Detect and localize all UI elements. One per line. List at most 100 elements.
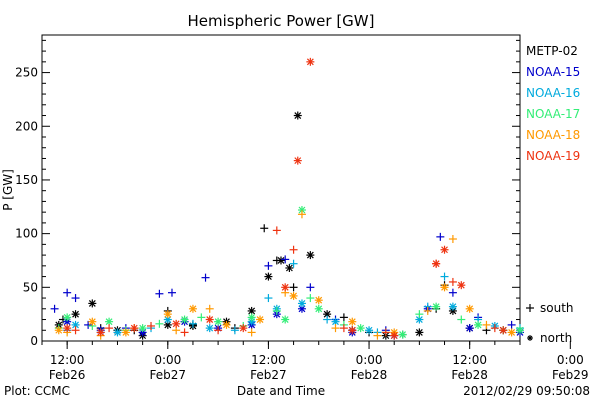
noaa-19-south-point [289,245,298,254]
x-tick-time: 12:00 [452,353,487,367]
noaa-18-north-point [289,291,298,300]
x-tick-time: 0:00 [154,353,181,367]
y-tick-label: 100 [15,227,38,241]
footer-plot-source: Plot: CCMC [4,384,70,398]
x-tick-time: 12:00 [251,353,286,367]
metp-02-north-point [277,256,285,265]
noaa-16-south-point [323,315,332,324]
noaa-18-south-point [247,328,256,337]
noaa-19-south-point [147,321,156,330]
noaa-15-south-point [507,320,516,329]
noaa-17-south-point [272,306,281,315]
noaa-17-north-point [138,324,147,333]
noaa-15-south-point [436,232,445,241]
x-tick-time: 12:00 [50,353,85,367]
noaa-19-south-point [339,324,348,333]
noaa-19-south-point [105,324,114,333]
x-tick-time: 0:00 [557,353,584,367]
noaa-17-north-point [314,304,323,313]
chart-title: Hemispheric Power [GW] [188,12,375,30]
noaa-19-north-point [440,245,449,254]
y-tick-label: 200 [15,119,38,133]
noaa-18-north-point [256,315,265,324]
legend-noaa-16: NOAA-16 [526,86,580,100]
noaa-15-south-point [201,273,210,282]
noaa-19-north-point [457,281,466,290]
hemisphere-legend-south: south [540,301,574,315]
metp-02-south-point [289,283,298,292]
metp-02-north-point [264,272,273,281]
noaa-15-south-point [281,255,290,264]
metp-02-south-point [339,313,348,322]
north-marker-sample [527,335,533,341]
noaa-19-north-point [348,326,357,335]
noaa-17-south-point [197,313,206,322]
noaa-19-north-point [172,319,181,328]
x-tick-date: Feb29 [552,368,589,382]
noaa-16-south-point [289,259,298,268]
noaa-18-north-point [440,283,449,292]
noaa-18-south-point [373,331,382,340]
noaa-19-north-point [306,57,315,66]
noaa-18-north-point [507,328,516,337]
noaa-17-north-point [281,315,290,324]
noaa-16-north-point [113,328,122,337]
y-axis-label: P [GW] [1,169,15,211]
noaa-15-south-point [84,320,93,329]
hemisphere-legend-north: north [540,331,572,345]
noaa-19-south-point [272,226,281,235]
series-legend: METP-02 NOAA-15 NOAA-16 NOAA-17 NOAA-18 NOAA-… [526,44,580,163]
y-tick-label: 250 [15,66,38,80]
noaa-15-south-point [167,288,176,297]
metp-02-north-point [285,263,294,272]
noaa-19-north-point [281,283,290,292]
noaa-15-south-point [71,294,80,303]
noaa-15-south-point [448,288,457,297]
x-tick-date: Feb28 [351,368,388,382]
noaa-18-north-point [54,326,63,335]
noaa-18-north-point [121,328,130,337]
x-tick-date: Feb26 [49,368,86,382]
noaa-17-south-point [415,310,424,319]
x-axis-ticks: 12:00Feb260:00Feb2712:00Feb270:00Feb2812… [41,341,589,382]
y-tick-label: 0 [30,334,38,348]
noaa-15-south-point [63,288,72,297]
noaa-16-north-point [448,302,457,311]
noaa-15-south-point [155,289,164,298]
noaa-18-north-point [222,320,231,329]
y-tick-label: 150 [15,173,38,187]
metp-02-north-point [415,328,424,337]
noaa-15-south-point [264,261,273,270]
noaa-19-south-point [490,324,499,333]
noaa-18-north-point [188,304,197,313]
noaa-19-north-point [96,328,105,337]
noaa-18-north-point [465,304,474,313]
noaa-16-north-point [297,299,306,308]
footer-timestamp: 2012/02/29 09:50:08 [463,384,590,398]
noaa-17-north-point [356,324,365,333]
x-tick-time: 0:00 [356,353,383,367]
legend-noaa-19: NOAA-19 [526,149,580,163]
y-axis-ticks: 0 50 100 150 200 250 [15,39,520,348]
noaa-18-south-point [297,210,306,219]
noaa-17-south-point [457,315,466,324]
noaa-17-north-point [63,313,72,322]
legend-noaa-15: NOAA-15 [526,65,580,79]
metp-02-north-point [306,251,315,260]
metp-02-north-point [293,111,302,120]
x-tick-date: Feb27 [250,368,287,382]
noaa-17-south-point [155,319,164,328]
noaa-16-north-point [331,317,340,326]
noaa-16-north-point [205,324,214,333]
data-points [50,57,524,340]
noaa-15-south-point [50,304,59,313]
noaa-16-south-point [264,294,273,303]
noaa-19-south-point [71,326,80,335]
legend-noaa-18: NOAA-18 [526,128,580,142]
noaa-17-north-point [247,313,256,322]
noaa-16-south-point [230,326,239,335]
noaa-18-south-point [331,324,340,333]
noaa-18-south-point [482,320,491,329]
noaa-19-north-point [239,324,248,333]
